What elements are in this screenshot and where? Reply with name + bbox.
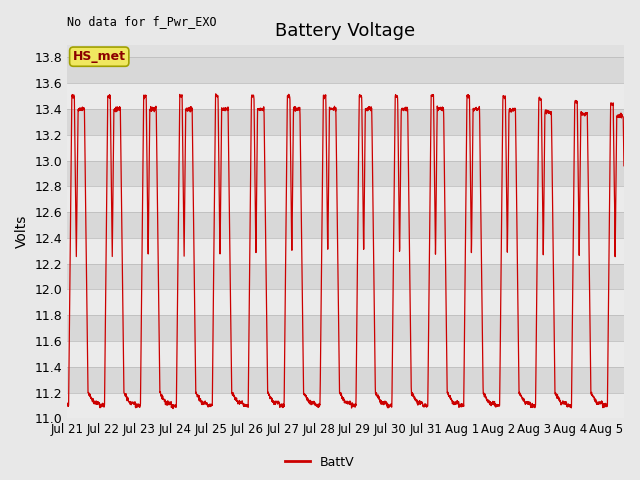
Bar [67, 186, 624, 212]
Bar [67, 315, 624, 341]
Bar [67, 83, 624, 109]
Bar [67, 393, 624, 419]
Bar [67, 161, 624, 186]
Bar [67, 264, 624, 289]
Bar [67, 289, 624, 315]
Bar [67, 212, 624, 238]
Bar [67, 58, 624, 83]
Bar [67, 135, 624, 161]
Text: HS_met: HS_met [73, 50, 125, 63]
Bar [67, 109, 624, 135]
Y-axis label: Volts: Volts [15, 215, 29, 248]
Bar [67, 341, 624, 367]
Bar [67, 367, 624, 393]
Bar [67, 238, 624, 264]
Title: Battery Voltage: Battery Voltage [275, 22, 415, 40]
Text: No data for f_Pwr_EXO: No data for f_Pwr_EXO [67, 15, 217, 28]
Legend: BattV: BattV [280, 451, 360, 474]
